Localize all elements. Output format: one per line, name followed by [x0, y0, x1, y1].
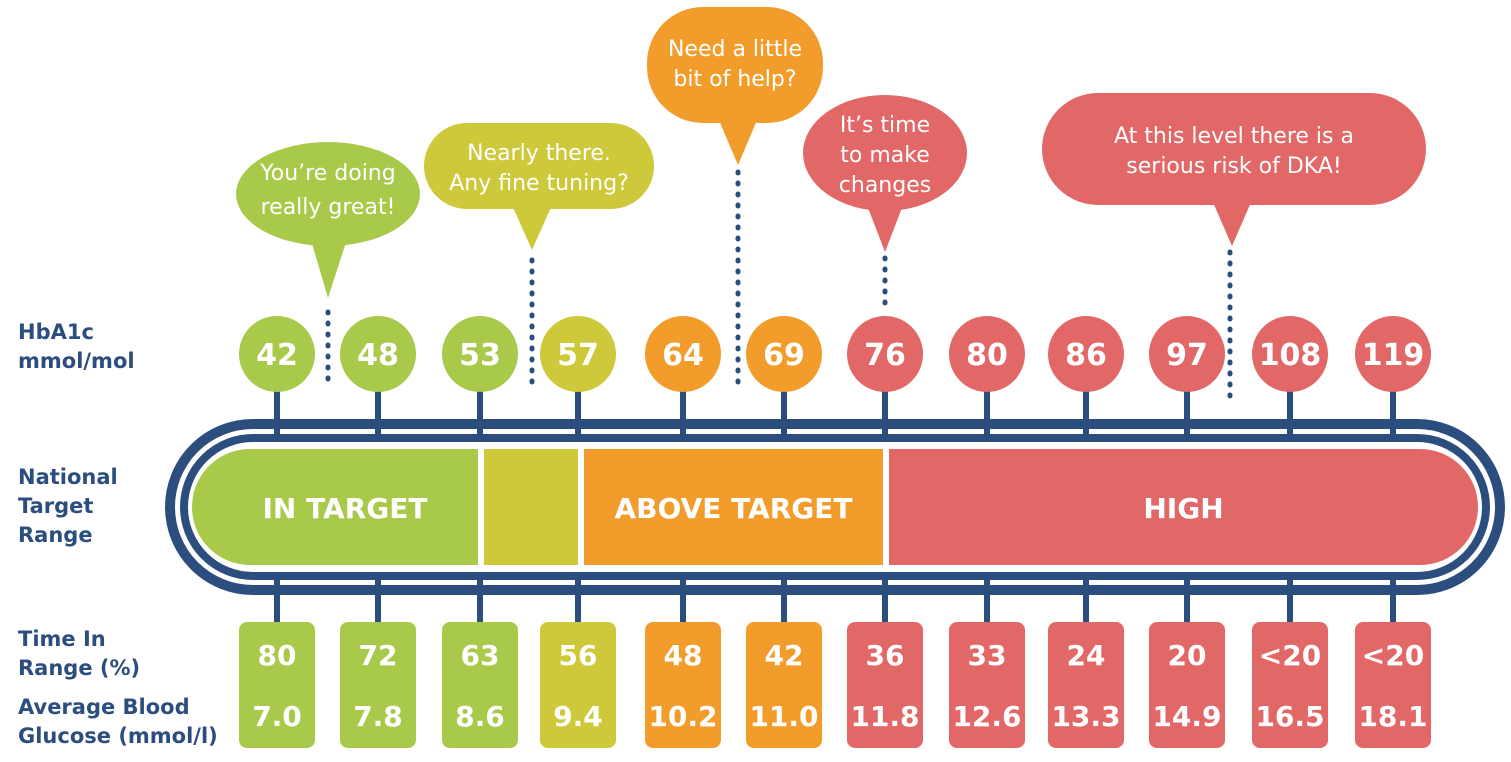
time-in-range-value: <20: [1362, 639, 1424, 672]
value-box: 42 11.0: [746, 622, 822, 748]
value-box: 48 10.2: [645, 622, 721, 748]
hba1c-marker: 42: [239, 316, 315, 392]
band-label: ABOVE TARGET: [615, 492, 853, 525]
hba1c-value: 76: [864, 338, 906, 373]
avg-glucose-value: 18.1: [1358, 700, 1427, 733]
value-box: <20 18.1: [1355, 622, 1431, 748]
hba1c-value: 108: [1259, 338, 1322, 373]
callout-text: It’s time to make changes: [839, 113, 931, 198]
hba1c-value: 57: [557, 338, 599, 373]
callout-text: Need a little bit of help?: [668, 37, 802, 92]
hba1c-value: 80: [966, 338, 1008, 373]
hba1c-marker: 108: [1252, 316, 1328, 392]
avg-glucose-value: 11.0: [749, 700, 818, 733]
hba1c-value: 48: [357, 338, 399, 373]
time-in-range-value: 56: [559, 639, 598, 672]
hba1c-marker: 97: [1149, 316, 1225, 392]
hba1c-marker: 76: [847, 316, 923, 392]
avg-glucose-value: 13.3: [1051, 700, 1120, 733]
hba1c-value: 119: [1362, 338, 1425, 373]
time-in-range-value: 33: [968, 639, 1007, 672]
hba1c-marker: 64: [645, 316, 721, 392]
time-in-range-label: Time In Range (%): [18, 627, 141, 680]
hba1c-value: 64: [662, 338, 704, 373]
value-box: 727.8: [340, 622, 416, 748]
value-box: 638.6: [442, 622, 518, 748]
avg-glucose-value: 7.8: [353, 700, 403, 733]
avg-glucose-value: 11.8: [850, 700, 919, 733]
value-box: 24 13.3: [1048, 622, 1124, 748]
band-label: HIGH: [1143, 492, 1223, 525]
capsule-inner-ring: [180, 434, 1490, 580]
hba1c-value: 97: [1166, 338, 1208, 373]
avg-glucose-value: 16.5: [1255, 700, 1324, 733]
band-segment: [889, 449, 1478, 565]
time-in-range-value: 42: [765, 639, 804, 672]
time-in-range-value: 24: [1067, 639, 1106, 672]
time-in-range-value: <20: [1259, 639, 1321, 672]
hba1c-marker: 57: [540, 316, 616, 392]
avg-glucose-value: 8.6: [455, 700, 505, 733]
avg-glucose-value: 10.2: [648, 700, 717, 733]
callout-bubble: You’re doing really great!: [236, 142, 420, 298]
hba1c-marker: 80: [949, 316, 1025, 392]
band-label: IN TARGET: [263, 492, 428, 525]
band-segment: [192, 449, 478, 565]
time-in-range-value: 48: [664, 639, 703, 672]
value-box: 807.0: [239, 622, 315, 748]
callout-text: You’re doing really great!: [259, 161, 395, 220]
time-in-range-value: 72: [359, 639, 398, 672]
callout-bubble: At this level there is a serious risk of …: [1042, 93, 1426, 246]
callout-bubble: It’s time to make changes: [803, 95, 967, 252]
hba1c-value: 69: [763, 338, 805, 373]
time-in-range-value: 63: [461, 639, 500, 672]
callout-text: At this level there is a serious risk of …: [1114, 124, 1354, 179]
hba1c-marker: 48: [340, 316, 416, 392]
band-segment: [584, 449, 883, 565]
hba1c-marker: 53: [442, 316, 518, 392]
time-in-range-value: 36: [866, 639, 905, 672]
target-range-band: IN TARGET ABOVE TARGET HIGH: [192, 449, 1478, 565]
hba1c-value: 86: [1065, 338, 1107, 373]
callout-bubble: Nearly there. Any fine tuning?: [424, 123, 654, 250]
avg-glucose-value: 12.6: [952, 700, 1021, 733]
value-box: 36 11.8: [847, 622, 923, 748]
avg-glucose-value: 14.9: [1152, 700, 1221, 733]
band-segment: [484, 449, 578, 565]
value-box: <20 16.5: [1252, 622, 1328, 748]
average-blood-glucose-label: Average Blood Glucose (mmol/l): [18, 695, 218, 748]
hba1c-marker: 69: [746, 316, 822, 392]
time-in-range-value: 20: [1168, 639, 1207, 672]
avg-glucose-value: 7.0: [252, 700, 302, 733]
time-in-range-value: 80: [258, 639, 297, 672]
callout-bubble: Need a little bit of help?: [647, 7, 823, 165]
capsule-outer-ring: [165, 419, 1505, 595]
hba1c-marker: 119: [1355, 316, 1431, 392]
hba1c-value: 53: [459, 338, 501, 373]
value-box: 33 12.6: [949, 622, 1025, 748]
national-target-range-label: National Target Range: [18, 465, 118, 547]
hba1c-marker: 86: [1048, 316, 1124, 392]
value-box: 569.4: [540, 622, 616, 748]
hba1c-row-label: HbA1c mmol/mol: [18, 320, 135, 373]
avg-glucose-value: 9.4: [553, 700, 603, 733]
hba1c-value: 42: [256, 338, 298, 373]
callout-text: Nearly there. Any fine tuning?: [449, 141, 629, 196]
value-box: 20 14.9: [1149, 622, 1225, 748]
